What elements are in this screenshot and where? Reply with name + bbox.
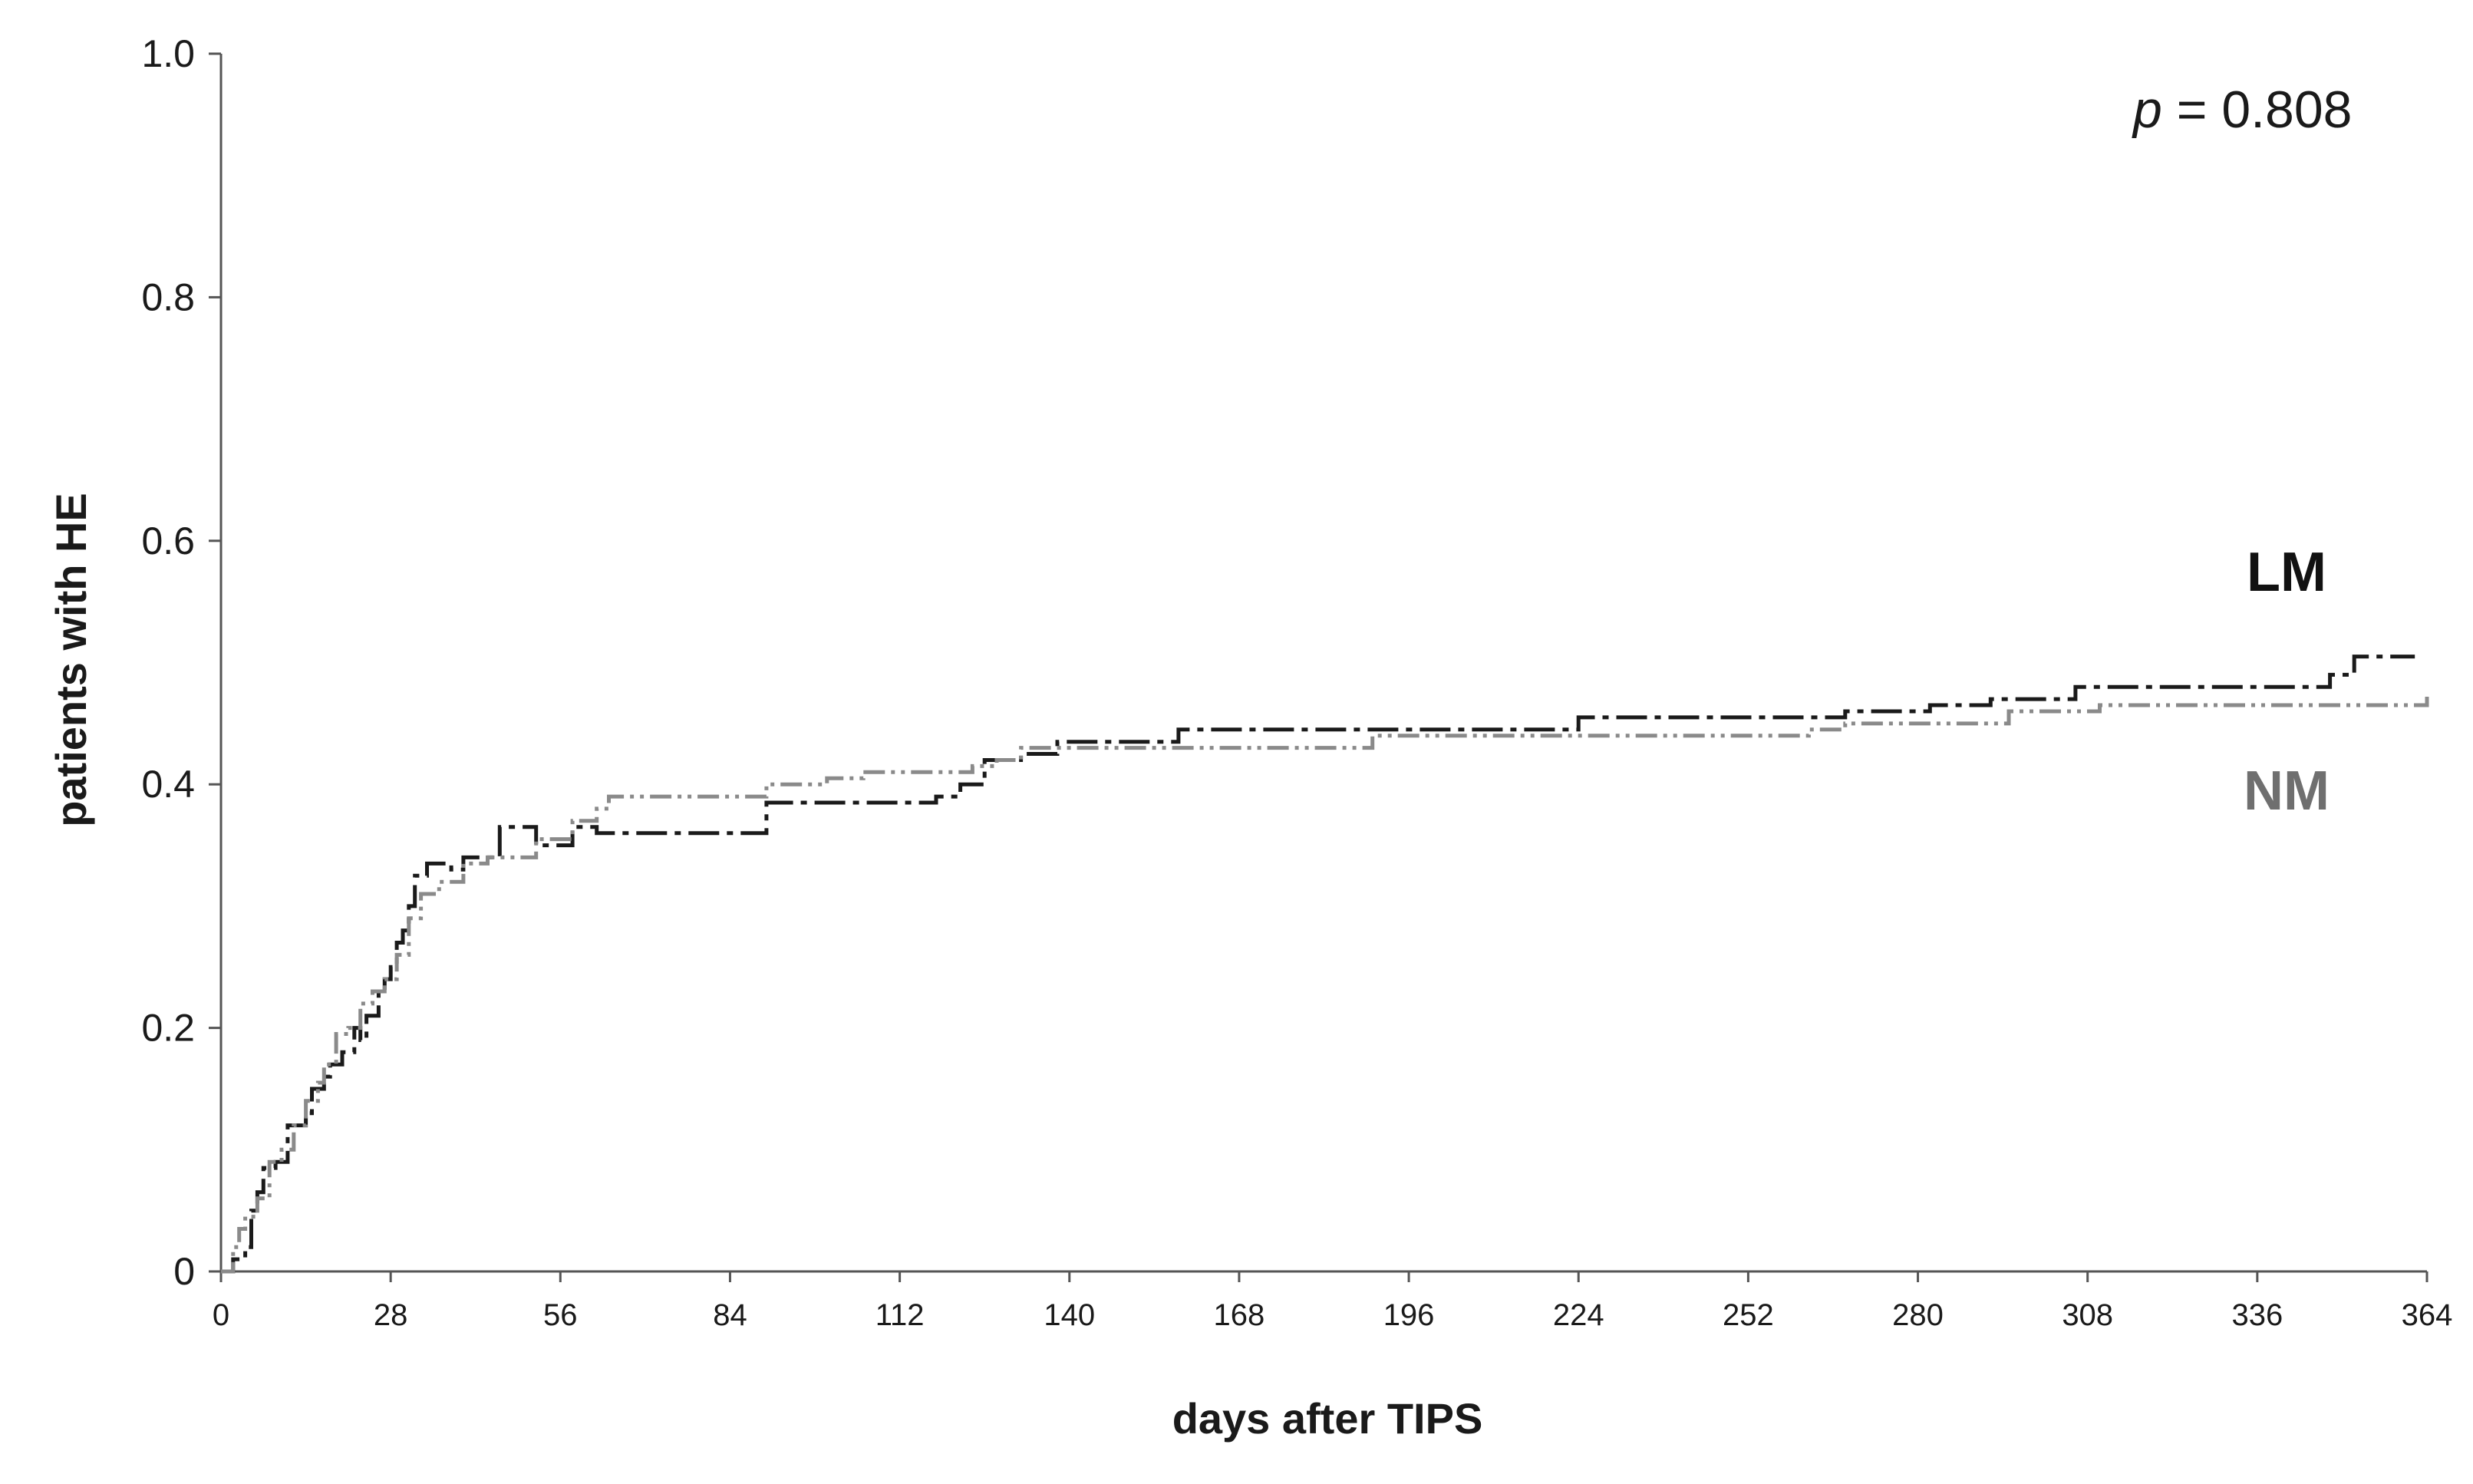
y-tick-label: 0.8	[141, 275, 195, 318]
x-tick-label: 84	[713, 1298, 747, 1332]
x-tick-label: 0	[213, 1298, 229, 1332]
x-tick-label: 364	[2402, 1298, 2453, 1332]
series-line-lm	[221, 655, 2415, 1274]
axes-group	[219, 54, 2427, 1273]
x-tick-label: 168	[1214, 1298, 1265, 1332]
series-group	[221, 655, 2429, 1274]
y-tick-label: 0.6	[141, 519, 195, 562]
tick-group: 0 28 56 84 112 140 168 196 224 252 280 308 336 364 0 0.…	[141, 32, 2452, 1332]
x-tick-label: 336	[2231, 1298, 2283, 1332]
x-tick-label: 140	[1044, 1298, 1095, 1332]
label-group: days after TIPS patients with HE p = 0.8…	[47, 81, 2353, 1443]
y-tick-label: 0.4	[141, 763, 195, 806]
y-axis-title: patients with HE	[47, 493, 95, 827]
series-label-nm: NM	[2244, 760, 2330, 822]
x-tick-label: 112	[875, 1298, 925, 1332]
x-tick-label: 196	[1383, 1298, 1435, 1332]
x-tick-label: 56	[543, 1298, 578, 1332]
y-tick-label: 0	[173, 1250, 195, 1293]
p-value-symbol: p	[2132, 81, 2162, 139]
y-tick-label: 1.0	[141, 32, 195, 75]
x-tick-label: 224	[1553, 1298, 1604, 1332]
x-tick-label: 308	[2062, 1298, 2113, 1332]
series-line-nm	[221, 693, 2429, 1274]
y-tick-label: 0.2	[141, 1007, 195, 1050]
x-tick-label: 280	[1892, 1298, 1944, 1332]
p-value-annotation: p = 0.808	[2132, 81, 2353, 139]
x-tick-label: 252	[1723, 1298, 1774, 1332]
x-axis-title: days after TIPS	[1172, 1394, 1483, 1443]
x-tick-label: 28	[374, 1298, 408, 1332]
p-value-text: = 0.808	[2162, 81, 2353, 139]
series-label-lm: LM	[2247, 542, 2326, 603]
